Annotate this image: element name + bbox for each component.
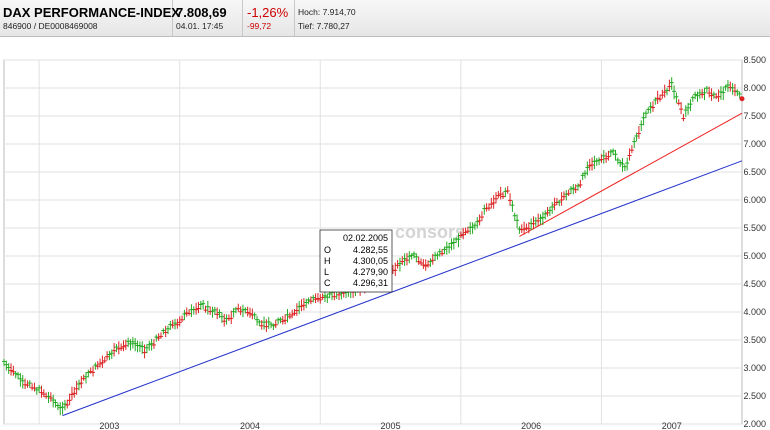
watermark-text: consors bbox=[395, 222, 465, 242]
tooltip-label-low: L bbox=[324, 267, 329, 277]
tooltip-value-open: 4.282,55 bbox=[353, 245, 388, 255]
y-tick-label: 5.500 bbox=[743, 223, 766, 233]
y-tick-label: 2.000 bbox=[743, 419, 766, 429]
y-tick-label: 2.500 bbox=[743, 391, 766, 401]
y-tick-label: 4.000 bbox=[743, 307, 766, 317]
x-tick-label: 2006 bbox=[521, 421, 541, 430]
trendline bbox=[519, 112, 743, 237]
y-tick-label: 7.500 bbox=[743, 111, 766, 121]
ohlc-tooltip: 02.02.2005 O 4.282,55 H 4.300,05 L 4.279… bbox=[319, 229, 393, 293]
trendline bbox=[62, 160, 743, 417]
range-cell: Hoch: 7.914,70 Tief: 7.780,27 bbox=[294, 0, 394, 36]
y-tick-label: 7.000 bbox=[743, 139, 766, 149]
y-axis-labels: 2.000 2.500 3.000 3.500 4.000 4.500 5.000 5.500… bbox=[743, 55, 766, 429]
chart-grid bbox=[3, 59, 743, 425]
instrument-cell: DAX PERFORMANCE-INDEX 846900 / DE0008469… bbox=[0, 0, 180, 36]
day-high: Hoch: 7.914,70 bbox=[298, 7, 356, 17]
price-chart[interactable]: consors 2.000 2.500 3.000 3.500 4.000 4.500 5.… bbox=[0, 40, 770, 430]
tooltip-label-high: H bbox=[324, 256, 331, 266]
tooltip-value-high: 4.300,05 bbox=[353, 256, 388, 266]
tooltip-label-open: O bbox=[324, 245, 331, 255]
last-price-cell: 7.808,69 04.01. 17:45 bbox=[172, 0, 243, 36]
x-axis-labels: 2003 2004 2005 2006 2007 bbox=[99, 421, 681, 430]
quote-time: 04.01. 17:45 bbox=[176, 21, 224, 31]
price-series bbox=[2, 77, 745, 416]
instrument-name: DAX PERFORMANCE-INDEX bbox=[3, 5, 180, 20]
change-absolute: -99,72 bbox=[247, 21, 272, 31]
y-tick-label: 3.500 bbox=[743, 335, 766, 345]
tooltip-value-close: 4.296,31 bbox=[353, 278, 388, 288]
x-tick-label: 2005 bbox=[381, 421, 401, 430]
day-low: Tief: 7.780,27 bbox=[298, 21, 350, 31]
x-tick-label: 2003 bbox=[99, 421, 119, 430]
y-tick-label: 6.500 bbox=[743, 167, 766, 177]
change-cell: -1,26% -99,72 bbox=[242, 0, 295, 36]
quote-header: DAX PERFORMANCE-INDEX 846900 / DE0008469… bbox=[0, 0, 770, 37]
last-price-marker bbox=[739, 96, 745, 102]
tooltip-box bbox=[319, 229, 393, 293]
y-tick-label: 5.000 bbox=[743, 251, 766, 261]
y-tick-label: 4.500 bbox=[743, 279, 766, 289]
y-tick-label: 8.500 bbox=[743, 55, 766, 65]
tooltip-value-low: 4.279,90 bbox=[353, 267, 388, 277]
tooltip-date: 02.02.2005 bbox=[343, 233, 388, 243]
y-tick-label: 3.000 bbox=[743, 363, 766, 373]
y-tick-label: 6.000 bbox=[743, 195, 766, 205]
last-price: 7.808,69 bbox=[176, 5, 227, 20]
x-tick-label: 2004 bbox=[240, 421, 260, 430]
change-percent: -1,26% bbox=[247, 5, 289, 20]
tooltip-label-close: C bbox=[324, 278, 331, 288]
instrument-ids: 846900 / DE0008469008 bbox=[3, 21, 98, 31]
y-tick-label: 8.000 bbox=[743, 83, 766, 93]
x-tick-label: 2007 bbox=[662, 421, 682, 430]
trendlines bbox=[62, 112, 743, 417]
